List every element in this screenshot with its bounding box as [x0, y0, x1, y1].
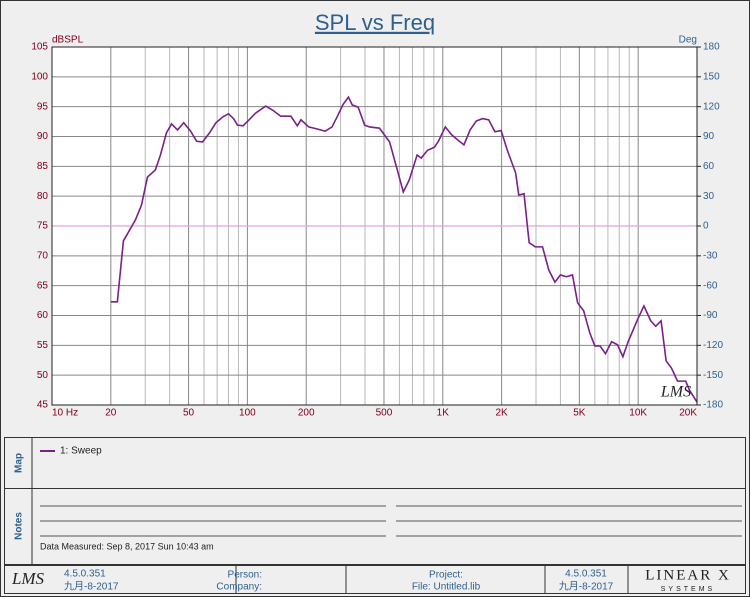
footer-logo: LMS — [11, 569, 45, 588]
x-tick-label: 500 — [376, 408, 393, 419]
y-tick-label: 95 — [37, 101, 49, 112]
file: File: Untitled.lib — [412, 582, 481, 593]
x-tick-label: 50 — [183, 408, 195, 419]
y2-tick-label: 180 — [703, 42, 720, 53]
y2-axis-label: Deg — [679, 35, 697, 46]
footer-dividers — [235, 565, 629, 594]
note-lines — [40, 505, 742, 537]
x-tick-label: 20K — [679, 408, 697, 419]
notes-panel — [4, 488, 746, 565]
plot — [51, 46, 698, 406]
y2-tick-label: -30 — [703, 250, 718, 261]
watermark: LMS — [660, 384, 691, 401]
y-tick-label: 55 — [37, 340, 49, 351]
x-tick-label: 10 Hz — [52, 408, 78, 419]
version: 4.5.0.351 — [565, 569, 607, 580]
y-tick-label: 60 — [37, 310, 49, 321]
y-tick-label: 80 — [37, 191, 49, 202]
y-tick-label: 65 — [37, 280, 49, 291]
y-tick-label: 70 — [37, 250, 49, 261]
map-panel — [4, 437, 746, 489]
x-tick-label: 5K — [573, 408, 586, 419]
date: 九月-8-2017 — [559, 581, 614, 593]
y2-tick-label: -90 — [703, 310, 718, 321]
y-tick-label: 75 — [37, 221, 49, 232]
y-tick-label: 45 — [37, 400, 49, 411]
x-tick-label: 20 — [105, 408, 117, 419]
chart-title: SPL vs Freq — [315, 10, 435, 35]
footer — [4, 565, 746, 594]
measured-date: Data Measured: Sep 8, 2017 Sun 10:43 am — [40, 541, 214, 551]
y-tick-label: 90 — [37, 131, 49, 142]
y2-tick-label: 30 — [703, 191, 715, 202]
y2-tick-label: -120 — [703, 340, 723, 351]
y-tick-label: 50 — [37, 370, 49, 381]
person: Person: — [228, 570, 262, 581]
x-tick-label: 2K — [495, 408, 508, 419]
y2-tick-label: 90 — [703, 131, 715, 142]
x-tick-label: 200 — [298, 408, 315, 419]
x-tick-label: 100 — [239, 408, 256, 419]
y2-tick-label: 150 — [703, 71, 720, 82]
x-tick-label: 1K — [437, 408, 450, 419]
series-line — [110, 95, 698, 403]
y2-tick-label: -150 — [703, 370, 723, 381]
map-label: Map — [14, 453, 25, 473]
brand: LINEAR X — [645, 567, 731, 583]
legend-entry: 1: Sweep — [60, 446, 102, 457]
company: Company: — [216, 582, 262, 593]
y2-tick-label: 120 — [703, 101, 720, 112]
version: 4.5.0.351 — [64, 569, 106, 580]
y-tick-label: 85 — [37, 161, 49, 172]
y-axis-label: dBSPL — [52, 35, 84, 46]
y-tick-label: 100 — [31, 71, 48, 82]
y2-tick-label: -60 — [703, 280, 718, 291]
y2-tick-label: 0 — [703, 221, 709, 232]
y2-tick-label: 60 — [703, 161, 715, 172]
project: Project: — [429, 570, 463, 581]
y2-tick-label: -180 — [703, 400, 723, 411]
notes-label: Notes — [14, 512, 25, 540]
date: 九月-8-2017 — [64, 581, 119, 593]
brand-sub: SYSTEMS — [661, 586, 715, 593]
x-tick-label: 10K — [629, 408, 647, 419]
y-tick-label: 105 — [31, 42, 48, 53]
